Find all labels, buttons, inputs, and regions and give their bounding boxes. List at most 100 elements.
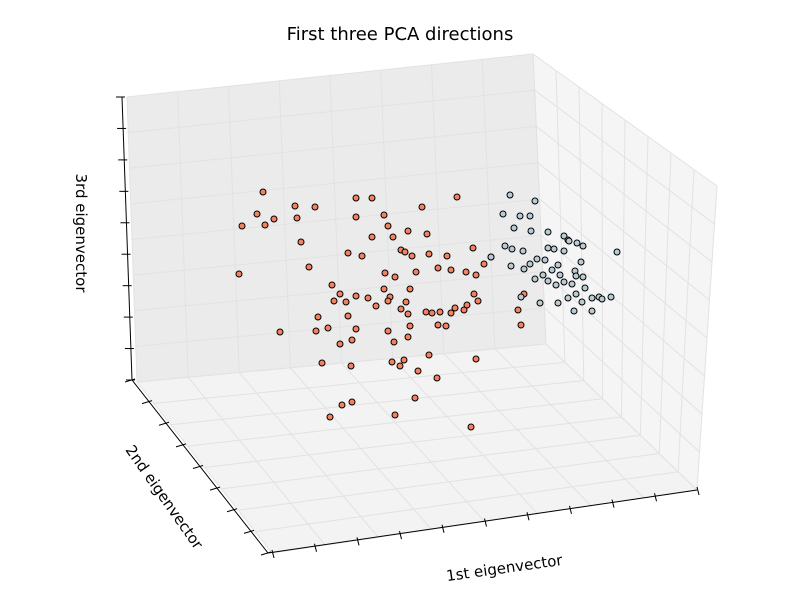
scatter-point	[579, 273, 587, 281]
grid-line	[133, 234, 542, 276]
scatter-point	[404, 333, 412, 341]
scatter-point	[544, 244, 552, 252]
scatter-point	[510, 224, 518, 232]
grid-line	[204, 416, 622, 468]
scatter-point	[270, 215, 278, 223]
scatter-point	[348, 336, 356, 344]
scatter-point	[352, 194, 360, 202]
scatter-point	[324, 324, 332, 332]
scatter-point	[305, 263, 313, 271]
axis-ticks	[116, 96, 700, 559]
scatter-point	[467, 423, 475, 431]
scatter-point	[402, 298, 410, 306]
scatter-point	[414, 367, 422, 375]
scatter-point	[235, 270, 243, 278]
scatter-point	[380, 211, 388, 219]
scatter-point	[516, 212, 524, 220]
scatter-point	[472, 355, 480, 363]
scatter-point	[613, 248, 621, 256]
scatter-point	[336, 290, 344, 298]
x-axis-tick	[611, 499, 615, 508]
scatter-point	[541, 256, 549, 264]
scatter-point	[560, 232, 568, 240]
grid-line	[131, 198, 540, 240]
scatter-point	[408, 252, 416, 260]
grid-line	[639, 136, 649, 436]
x-axis-tick	[356, 537, 360, 546]
scatter-point	[433, 374, 441, 382]
grid-line	[136, 343, 547, 383]
scatter-point	[462, 268, 470, 276]
scatter-point	[314, 313, 322, 321]
scatter-point	[330, 297, 338, 305]
y-axis-tick	[175, 443, 187, 448]
scatter-point	[564, 294, 572, 302]
scatter-point	[434, 321, 442, 329]
chart-title: First three PCA directions	[287, 24, 514, 45]
scatter-point	[507, 262, 515, 270]
scatter-point	[579, 242, 587, 250]
scatter-point	[434, 264, 442, 272]
scatter-point	[572, 272, 580, 280]
scatter-point	[336, 340, 344, 348]
scatter-point	[412, 268, 420, 276]
scatter-point	[526, 212, 534, 220]
scatter-point	[352, 325, 360, 333]
scatter-point	[297, 238, 305, 246]
scatter-point	[598, 295, 606, 303]
scatter-point	[352, 292, 360, 300]
scatter-point	[404, 227, 412, 235]
scatter-point	[554, 261, 562, 269]
scatter-point	[548, 266, 556, 274]
z-axis-label: 3rd eigenvector	[72, 174, 90, 294]
scatter-point	[347, 362, 355, 370]
gridlines	[126, 53, 718, 554]
scatter-point	[368, 233, 376, 241]
scatter-point	[428, 309, 436, 317]
grid-line	[696, 185, 718, 491]
scatter-point	[588, 294, 596, 302]
scatter-point	[470, 290, 478, 298]
scatter-point	[560, 247, 568, 255]
x-axis-tick	[484, 518, 487, 527]
scatter-point	[358, 252, 366, 260]
scatter-point	[581, 284, 589, 292]
x-axis-tick	[526, 512, 530, 521]
x-axis-tick	[314, 543, 317, 552]
scatter-point	[453, 193, 461, 201]
grid-line	[221, 434, 641, 490]
scatter-point	[372, 302, 380, 310]
grid-line	[431, 64, 445, 354]
scatter-point	[276, 328, 284, 336]
scatter-point	[397, 305, 405, 313]
scatter-point	[261, 221, 269, 229]
scatter-point	[352, 213, 360, 221]
scatter-point	[554, 299, 562, 307]
scatter-point	[577, 258, 585, 266]
grid-line	[255, 471, 679, 533]
scatter-point	[328, 281, 336, 289]
scatter-point	[406, 285, 414, 293]
grid-line	[677, 169, 695, 472]
scatter-point	[423, 230, 431, 238]
scatter-point	[348, 398, 356, 406]
scatter-point	[519, 247, 527, 255]
grid-line	[532, 53, 547, 345]
scatter-point	[442, 322, 450, 330]
scatter-point	[568, 280, 576, 288]
scatter-point	[384, 222, 392, 230]
scatter-point	[588, 307, 596, 315]
scatter-point	[312, 327, 320, 335]
scatter-point	[536, 299, 544, 307]
y-axis-tick	[260, 551, 272, 556]
scatter-point	[527, 227, 535, 235]
floor-pane	[137, 344, 697, 553]
scatter-point	[552, 281, 560, 289]
scatter-point	[390, 338, 398, 346]
scatter-point	[472, 271, 480, 279]
scatter-point	[293, 214, 301, 222]
scatter-point	[364, 294, 372, 302]
scatter-point	[443, 252, 451, 260]
scatter-point	[406, 322, 414, 330]
scatter-point	[570, 307, 578, 315]
